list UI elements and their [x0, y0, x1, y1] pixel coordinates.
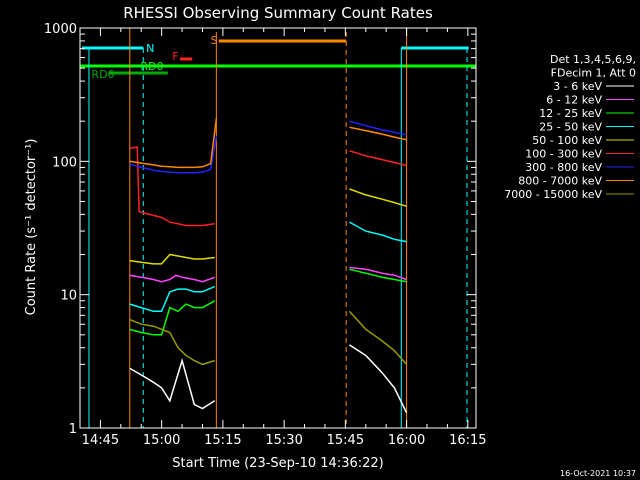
- flag-label-rd0: RD0: [140, 60, 163, 73]
- timestamp-footer: 16-Oct-2021 10:37: [560, 469, 636, 478]
- flag-label-n: N: [146, 42, 154, 55]
- legend-item: 7000 - 15000 keV: [504, 188, 602, 201]
- x-tick-label: 15:00: [143, 433, 180, 448]
- y-axis-label: Count Rate (s⁻¹ detector⁻¹): [24, 139, 39, 316]
- series-line: [129, 146, 215, 227]
- series-4: [129, 221, 407, 313]
- y-tick-label: 10: [60, 289, 77, 304]
- legend: Det 1,3,4,5,6,9,FDecim 1, Att 03 - 6 keV…: [504, 53, 636, 201]
- series-line: [349, 150, 407, 167]
- series-6: [129, 146, 407, 227]
- series-line: [349, 268, 407, 283]
- legend-item: 300 - 800 keV: [525, 161, 602, 174]
- legend-item: 100 - 300 keV: [525, 148, 602, 161]
- legend-item: 800 - 7000 keV: [518, 175, 602, 188]
- legend-item: 25 - 50 keV: [539, 121, 602, 134]
- segment-boundaries: [88, 28, 468, 428]
- series-8: [129, 118, 407, 169]
- series-3: [129, 268, 407, 336]
- series-line: [349, 221, 407, 243]
- flag-label-f: F: [172, 50, 178, 63]
- axis-ticks: 14:45 15:00 15:15 15:30 15:45 16:00 16:15 1 10 10…: [44, 22, 487, 448]
- x-tick-label: 15:30: [265, 433, 302, 448]
- plot-frame: [79, 27, 477, 429]
- series-line: [129, 285, 215, 313]
- legend-header: FDecim 1, Att 0: [551, 67, 636, 80]
- x-tick-label: 15:45: [327, 433, 364, 448]
- flag-label-s: S: [211, 34, 218, 47]
- series-line: [129, 118, 218, 169]
- series-9: [129, 310, 408, 366]
- x-tick-label: 16:15: [449, 433, 486, 448]
- series-line: [129, 300, 216, 336]
- series-lines: [129, 118, 408, 414]
- chart-title: RHESSI Observing Summary Count Rates: [123, 4, 433, 22]
- x-tick-label: 16:00: [388, 433, 425, 448]
- y-tick-label: 100: [52, 155, 77, 170]
- x-tick-label: 15:15: [204, 433, 241, 448]
- series-line: [129, 274, 215, 283]
- legend-header: Det 1,3,4,5,6,9,: [550, 53, 636, 66]
- legend-item: 6 - 12 keV: [546, 94, 602, 107]
- series-line: [129, 253, 215, 265]
- series-line: [349, 188, 407, 208]
- series-line: [349, 126, 407, 141]
- x-axis-label: Start Time (23-Sep-10 14:36:22): [172, 456, 383, 471]
- legend-item: 50 - 100 keV: [532, 134, 602, 147]
- series-1: [129, 344, 408, 414]
- series-line: [349, 266, 407, 281]
- series-line: [129, 357, 216, 410]
- series-line: [348, 344, 408, 414]
- y-tick-label: 1: [69, 422, 77, 437]
- flag-labels: N RD0 RD6 F S: [91, 34, 217, 81]
- series-line: [129, 318, 215, 366]
- series-2: [129, 266, 407, 283]
- flag-bars: [80, 39, 476, 75]
- legend-item: 3 - 6 keV: [553, 80, 602, 93]
- series-line: [129, 135, 218, 174]
- x-tick-label: 14:45: [82, 433, 119, 448]
- series-line: [349, 120, 407, 136]
- flag-label-rd6: RD6: [91, 68, 114, 81]
- series-5: [129, 188, 407, 265]
- series-7: [129, 120, 407, 174]
- legend-item: 12 - 25 keV: [539, 107, 602, 120]
- series-line: [348, 310, 408, 365]
- y-tick-label: 1000: [44, 22, 77, 37]
